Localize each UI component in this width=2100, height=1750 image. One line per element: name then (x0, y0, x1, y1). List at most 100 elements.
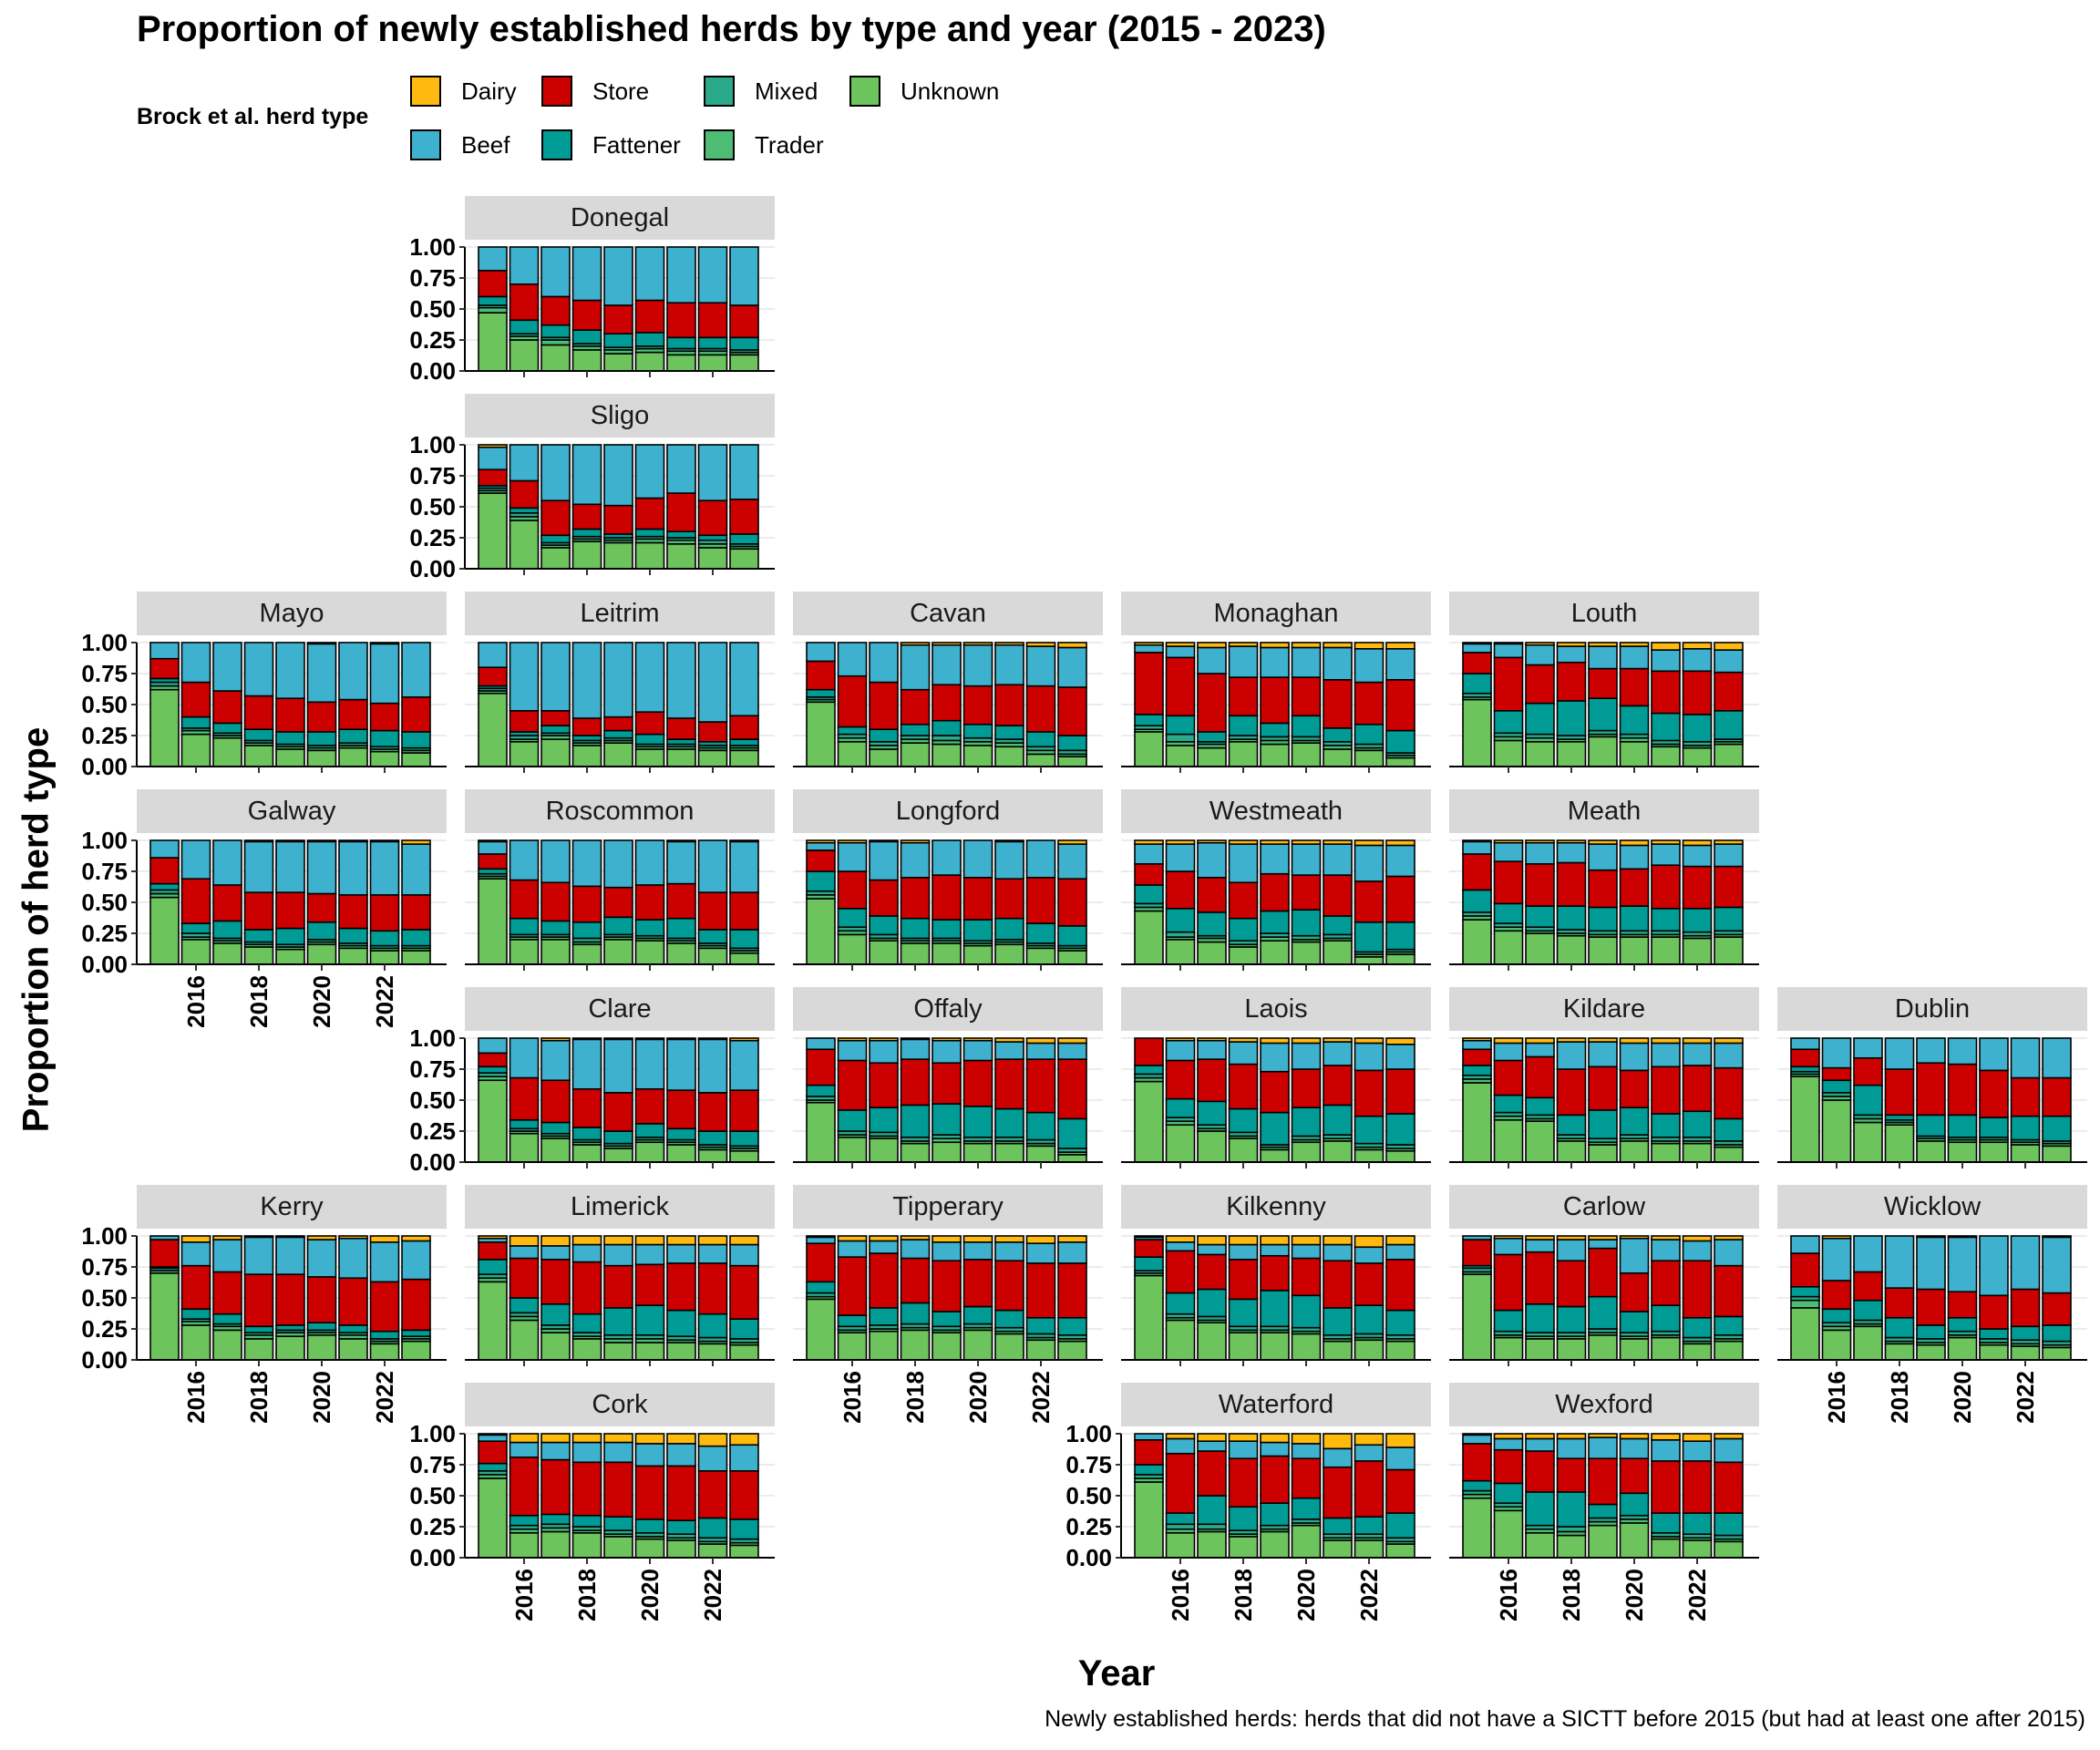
bar-segment-unknown (1588, 1334, 1618, 1361)
y-tick-label: 0.00 (1065, 1544, 1112, 1571)
bar-segment-fattener (1057, 925, 1087, 947)
facet-label: Clare (588, 994, 651, 1024)
bar-segment-store (275, 697, 305, 733)
bar-segment-unknown (571, 349, 602, 372)
bar-segment-beef (1385, 1243, 1415, 1261)
bar-segment-store (869, 1252, 899, 1309)
bar-segment-fattener (1853, 1299, 1883, 1322)
legend-item-store: Store (541, 73, 649, 109)
bar-segment-beef (1884, 1037, 1915, 1070)
bar-segment-fattener (2010, 1325, 2041, 1342)
bar-segment-store (1979, 1294, 2009, 1330)
bar-segment-store (2042, 1292, 2072, 1326)
y-tick-label: 0.75 (81, 660, 128, 687)
bar-segment-unknown (212, 1329, 242, 1361)
bar-segment-unknown (666, 1539, 696, 1559)
bar-segment-beef (1916, 1236, 1946, 1291)
bar-segment-fattener (1916, 1324, 1946, 1340)
legend-label: Beef (461, 130, 510, 159)
bar-segment-unknown (1493, 739, 1524, 767)
bar-segment-fattener (1651, 712, 1681, 742)
bar-segment-store (962, 876, 993, 921)
bar-segment-fattener (1291, 1294, 1322, 1329)
bar-segment-beef (540, 1441, 571, 1461)
bar-segment-store (1165, 656, 1196, 717)
bar-segment-fattener (1525, 1491, 1555, 1527)
bar-segment-beef (540, 642, 571, 712)
bar-segment-store (540, 1079, 571, 1124)
bar-segment-unknown (509, 520, 540, 570)
bar-segment-store (932, 1260, 962, 1312)
bar-segment-fattener (666, 917, 696, 940)
bar-segment-fattener (571, 329, 602, 345)
bar-segment-fattener (729, 1318, 759, 1340)
bar-segment-dairy (509, 1235, 540, 1247)
bar-segment-unknown (697, 354, 728, 372)
bar-segment-beef (1493, 1237, 1524, 1256)
bar-segment-beef (1714, 843, 1744, 868)
bar-segment-store (1260, 676, 1290, 725)
facet-strip (465, 196, 775, 240)
bar-segment-store (540, 499, 571, 537)
bar-segment-unknown (1025, 1145, 1056, 1163)
bar-segment-beef (1462, 1039, 1492, 1051)
bar-segment-beef (1714, 1042, 1744, 1069)
bar-segment-store (338, 1277, 368, 1326)
bar-segment-store (1714, 1461, 1744, 1514)
bar-segment-dairy (666, 839, 696, 843)
bar-segment-store (1682, 1460, 1713, 1514)
bar-segment-store (571, 885, 602, 923)
y-tick-label: 0.75 (81, 1253, 128, 1281)
bar-segment-dairy (338, 839, 368, 843)
bar-segment-dairy (697, 1037, 728, 1041)
bar-segment-store (837, 1059, 868, 1111)
bar-segment-store (1619, 1272, 1650, 1312)
bar-segment-fattener (1462, 889, 1492, 913)
facet-strip (793, 1185, 1103, 1229)
bar-segment-unknown (666, 1144, 696, 1163)
bar-segment-fattener (900, 1104, 931, 1138)
bar-segment-store (994, 878, 1024, 920)
bar-segment-beef (180, 839, 211, 880)
bar-segment-beef (962, 1241, 993, 1261)
bar-segment-beef (1057, 1241, 1087, 1264)
bar-segment-dairy (1385, 1235, 1415, 1246)
bar-segment-unknown (243, 946, 274, 965)
bar-segment-store (729, 499, 759, 535)
bar-segment-fattener (243, 929, 274, 943)
bar-segment-beef (1525, 643, 1555, 666)
y-tick-label: 0.00 (81, 951, 128, 978)
bar-segment-unknown (1134, 731, 1164, 767)
bar-segment-fattener (1025, 1111, 1056, 1141)
bar-segment-fattener (1228, 715, 1259, 736)
bar-segment-store (1619, 868, 1650, 907)
bar-segment-dairy (306, 839, 337, 843)
bar-segment-store (1651, 670, 1681, 715)
bar-segment-fattener (338, 728, 368, 744)
bar-segment-store (1323, 1466, 1353, 1519)
bar-segment-unknown (2042, 1346, 2072, 1361)
bar-segment-store (837, 674, 868, 728)
bar-segment-store (869, 681, 899, 731)
facet-label: Galway (248, 797, 336, 826)
bar-segment-dairy (1588, 1037, 1618, 1043)
bar-segment-fattener (1556, 1305, 1587, 1333)
bar-segment-dairy (962, 1037, 993, 1042)
bar-segment-dairy (1682, 1433, 1713, 1442)
bar-segment-fattener (869, 728, 899, 743)
chart-caption: Newly established herds: herds that did … (1045, 1706, 2085, 1732)
bar-segment-beef (1619, 1237, 1650, 1274)
bar-segment-beef (994, 1041, 1024, 1060)
bar-segment-unknown (1916, 1140, 1946, 1163)
legend-item-dairy: Dairy (410, 73, 517, 109)
bar-segment-unknown (1057, 1340, 1087, 1361)
bar-segment-store (697, 1262, 728, 1315)
x-tick-label: 2022 (699, 1569, 726, 1621)
bar-segment-beef (1947, 1236, 1978, 1292)
bar-segment-fattener (1682, 1110, 1713, 1138)
bar-segment-beef (1260, 1441, 1290, 1457)
bar-segment-fattener (1714, 906, 1744, 932)
bar-segment-fattener (1291, 715, 1322, 738)
bar-segment-store (1057, 878, 1087, 927)
bar-segment-beef (697, 1243, 728, 1264)
